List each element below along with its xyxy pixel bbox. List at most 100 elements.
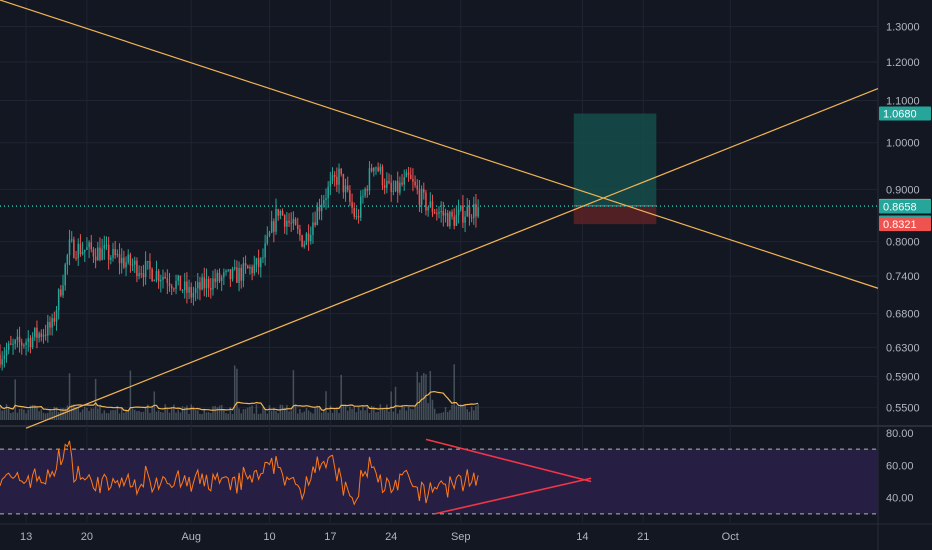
candle-body bbox=[281, 211, 284, 216]
volume-bar bbox=[368, 413, 371, 420]
volume-bar bbox=[101, 413, 103, 420]
volume-bar bbox=[477, 404, 479, 420]
time-tick-label: 13 bbox=[20, 531, 32, 543]
candle-body bbox=[205, 278, 208, 289]
volume-bar bbox=[79, 412, 82, 420]
candle-body bbox=[66, 255, 69, 265]
candle-body bbox=[170, 286, 173, 289]
volume-bar bbox=[318, 407, 321, 420]
volume-bar bbox=[381, 407, 384, 420]
volume-bar bbox=[149, 412, 151, 420]
long-position-tool[interactable] bbox=[0, 113, 878, 225]
candle-body bbox=[464, 216, 466, 223]
candle-body bbox=[77, 243, 79, 259]
price-tick-label: 0.6300 bbox=[886, 342, 920, 354]
trendline-descending[interactable] bbox=[0, 0, 879, 289]
candle-body bbox=[368, 168, 371, 191]
candle-body bbox=[333, 174, 336, 177]
trendline-ascending[interactable] bbox=[25, 87, 879, 429]
candle-body bbox=[390, 182, 392, 192]
candle-body bbox=[429, 201, 432, 208]
price-axis[interactable]: 1.3000 1.2000 1.1000 1.0000 0.9000 0.8000 0.74… bbox=[886, 21, 920, 504]
candle-body bbox=[149, 261, 151, 269]
volume-bar bbox=[70, 404, 73, 420]
candle-body bbox=[155, 271, 158, 281]
time-axis[interactable]: 13 20 Aug 10 17 24 Sep 14 21 Oct bbox=[20, 531, 739, 543]
volume-bar bbox=[279, 404, 282, 420]
candle-body bbox=[60, 289, 62, 296]
volume-bar bbox=[246, 407, 249, 420]
volume-bar bbox=[307, 410, 310, 420]
volume-bar bbox=[462, 405, 464, 420]
volume-bar bbox=[112, 410, 114, 420]
candle-body bbox=[194, 288, 197, 294]
volume-bar bbox=[407, 406, 410, 420]
volume-bar bbox=[305, 407, 308, 420]
candle-body bbox=[412, 178, 414, 182]
price-tick-label: 1.1000 bbox=[886, 95, 920, 107]
volume-bar bbox=[283, 407, 286, 420]
volume-bar bbox=[312, 413, 314, 420]
volume-bar bbox=[129, 370, 132, 420]
volume-bar bbox=[464, 404, 466, 420]
candle-body bbox=[157, 271, 160, 282]
volume-bar bbox=[375, 412, 377, 420]
price-trendlines[interactable] bbox=[0, 0, 879, 429]
oscillator-trendline-lower[interactable] bbox=[434, 477, 592, 515]
volume-bar bbox=[294, 404, 297, 420]
volume-pane bbox=[0, 364, 479, 420]
candle-body bbox=[459, 205, 462, 210]
candle-body bbox=[55, 310, 58, 322]
volume-bar bbox=[25, 413, 27, 420]
volume-bar bbox=[362, 405, 364, 420]
candle-body bbox=[407, 172, 410, 175]
volume-bar bbox=[223, 410, 225, 420]
price-label-badge: 0.8321 bbox=[879, 217, 931, 232]
candle-body bbox=[366, 188, 369, 191]
volume-bar bbox=[140, 412, 143, 420]
candle-body bbox=[438, 212, 440, 214]
volume-bar bbox=[99, 404, 101, 420]
candle-body bbox=[453, 216, 455, 226]
candle-body bbox=[323, 199, 325, 205]
volume-bar bbox=[127, 411, 129, 420]
candle-body bbox=[18, 336, 21, 343]
price-label-text: 0.8658 bbox=[883, 202, 917, 214]
volume-bar bbox=[103, 410, 106, 420]
volume-bar bbox=[420, 375, 423, 420]
volume-bar bbox=[262, 407, 264, 420]
candle-body bbox=[270, 221, 273, 233]
oscillator-trendline-upper[interactable] bbox=[425, 438, 592, 483]
volume-bar bbox=[27, 409, 30, 420]
candle-body bbox=[414, 181, 416, 186]
volume-bar bbox=[64, 408, 66, 420]
candle-body bbox=[320, 204, 323, 212]
volume-bar bbox=[429, 371, 432, 420]
volume-bar bbox=[320, 412, 323, 420]
candle-body bbox=[462, 205, 464, 223]
candle-body bbox=[251, 266, 253, 274]
volume-bar bbox=[207, 412, 210, 420]
volume-bar bbox=[459, 404, 462, 420]
volume-bar bbox=[36, 407, 38, 420]
candle-body bbox=[277, 209, 279, 216]
volume-bar bbox=[409, 408, 412, 420]
candle-body bbox=[212, 278, 214, 290]
candle-body bbox=[327, 186, 329, 199]
candle-body bbox=[125, 262, 127, 268]
volume-bar bbox=[218, 405, 221, 420]
candle-body bbox=[353, 207, 356, 217]
volume-bar bbox=[220, 404, 223, 420]
candle-body bbox=[142, 273, 145, 278]
volume-bar bbox=[316, 405, 319, 420]
volume-bar bbox=[290, 410, 292, 420]
volume-bar bbox=[155, 411, 158, 420]
volume-bar bbox=[90, 408, 93, 420]
volume-bar bbox=[118, 413, 121, 420]
candle-body bbox=[233, 267, 236, 269]
volume-bar bbox=[29, 405, 32, 420]
volume-bar bbox=[242, 409, 245, 420]
